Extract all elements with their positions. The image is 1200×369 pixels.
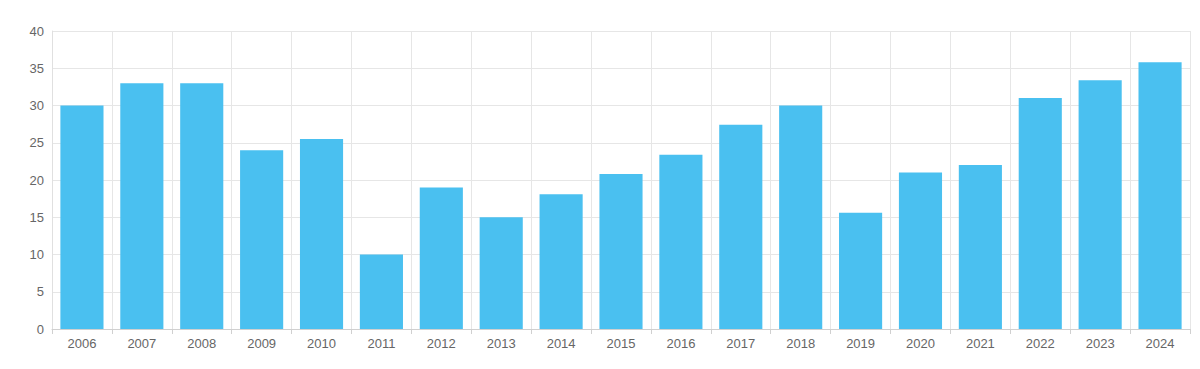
svg-text:2006: 2006 xyxy=(67,336,96,351)
svg-text:2019: 2019 xyxy=(846,336,875,351)
svg-text:25: 25 xyxy=(30,135,44,150)
svg-text:30: 30 xyxy=(30,98,44,113)
svg-text:2014: 2014 xyxy=(547,336,576,351)
svg-text:2024: 2024 xyxy=(1146,336,1175,351)
svg-text:2012: 2012 xyxy=(427,336,456,351)
svg-text:15: 15 xyxy=(30,210,44,225)
svg-text:10: 10 xyxy=(30,247,44,262)
svg-text:2009: 2009 xyxy=(247,336,276,351)
svg-text:35: 35 xyxy=(30,61,44,76)
svg-text:2023: 2023 xyxy=(1086,336,1115,351)
svg-text:2016: 2016 xyxy=(666,336,695,351)
svg-text:2022: 2022 xyxy=(1026,336,1055,351)
svg-text:2008: 2008 xyxy=(187,336,216,351)
svg-text:0: 0 xyxy=(37,322,44,337)
svg-text:2017: 2017 xyxy=(726,336,755,351)
svg-text:2007: 2007 xyxy=(127,336,156,351)
svg-text:2015: 2015 xyxy=(607,336,636,351)
svg-text:5: 5 xyxy=(37,284,44,299)
svg-text:2020: 2020 xyxy=(906,336,935,351)
svg-text:20: 20 xyxy=(30,173,44,188)
svg-text:2018: 2018 xyxy=(786,336,815,351)
svg-text:40: 40 xyxy=(30,24,44,39)
svg-text:2013: 2013 xyxy=(487,336,516,351)
svg-text:2021: 2021 xyxy=(966,336,995,351)
svg-text:2011: 2011 xyxy=(367,336,395,351)
svg-text:2010: 2010 xyxy=(307,336,336,351)
